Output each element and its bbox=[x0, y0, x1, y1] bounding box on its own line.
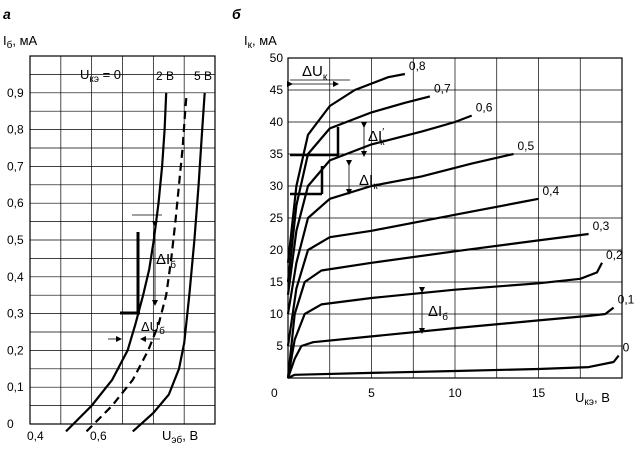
chart-b-series-labels: 0 0,1 0,2 0,3 0,4 0,5 0,6 0,7 0,8 bbox=[409, 59, 635, 355]
panel-label-a: а bbox=[3, 6, 11, 22]
chart-b-x-tick-label: 10 bbox=[448, 386, 462, 400]
chart-a-series bbox=[65, 92, 206, 433]
chart-a-y-tick-label: 0,4 bbox=[7, 270, 24, 284]
chart-a-y-tick-label: 0,6 bbox=[7, 196, 24, 210]
chart-b-delta-u-label: ΔUк bbox=[302, 63, 328, 83]
chart-a-y-tick-label: 0,1 bbox=[7, 380, 24, 394]
chart-a-ylabel: Iб, мА bbox=[3, 33, 38, 51]
chart-a-x-ticks: 0,4 0,6 bbox=[27, 429, 107, 443]
chart-b-x-tick-label: 15 bbox=[532, 386, 546, 400]
chart-a-x-tick-label: 0,4 bbox=[27, 429, 44, 443]
chart-b-y-tick-label: 50 bbox=[270, 51, 284, 65]
chart-b-y-ticks: 5 10 15 20 25 30 35 40 45 50 bbox=[270, 51, 284, 353]
chart-b-delta-construction bbox=[287, 79, 425, 334]
chart-b-series-line bbox=[286, 114, 473, 295]
chart-a-series-line bbox=[132, 92, 206, 433]
chart-b-series-label: 0,3 bbox=[593, 219, 610, 233]
chart-b-delta-ib-label: ΔIб bbox=[428, 303, 448, 323]
chart-b-y-tick-label: 45 bbox=[270, 83, 284, 97]
chart-b-delta-ik-prime-label: ΔI′ к bbox=[368, 127, 385, 148]
chart-b-y-tick-label: 15 bbox=[270, 275, 284, 289]
chart-b-series-line bbox=[286, 95, 431, 283]
chart-b-series-label: 0,2 bbox=[606, 248, 623, 262]
chart-a-y-tick-label: 0,7 bbox=[7, 159, 24, 173]
chart-b-series-line bbox=[286, 262, 603, 379]
chart-b-y-tick-label: 30 bbox=[270, 179, 284, 193]
chart-b-series bbox=[286, 72, 620, 379]
chart-b-ylabel: Iк, мА bbox=[244, 33, 277, 51]
chart-b-xlabel: Uкэ, В bbox=[575, 390, 610, 408]
chart-a-y-tick-label: 0,9 bbox=[7, 86, 24, 100]
chart-a-y-tick-label: 0 bbox=[7, 417, 14, 431]
chart-b-delta-ik-label: ΔIк bbox=[359, 172, 378, 192]
chart-b-x-ticks: 0 5 10 15 bbox=[271, 386, 545, 400]
chart-a-legend-v2: 5 В bbox=[194, 69, 212, 83]
chart-b-y-tick-label: 35 bbox=[270, 147, 284, 161]
chart-b-series-label: 0,5 bbox=[517, 139, 534, 153]
chart-b-x-tick-label: 5 bbox=[368, 386, 375, 400]
chart-b-y-tick-label: 20 bbox=[270, 243, 284, 257]
chart-b-grid bbox=[288, 58, 622, 378]
chart-b-series-line bbox=[287, 354, 620, 379]
chart-b-y-tick-label: 10 bbox=[270, 307, 284, 321]
chart-b-series-label: 0,1 bbox=[618, 293, 635, 307]
chart-a-y-tick-label: 0,8 bbox=[7, 123, 24, 137]
chart-b-series-line bbox=[286, 232, 589, 379]
chart-b-series-line bbox=[286, 306, 615, 379]
chart-a-y-tick-label: 0,3 bbox=[7, 307, 24, 321]
chart-b-series-label: 0,6 bbox=[476, 101, 493, 115]
chart-b-y-tick-label: 5 bbox=[276, 339, 283, 353]
chart-b-series-label: 0 bbox=[623, 341, 630, 355]
chart-a-delta-construction bbox=[108, 214, 162, 342]
chart-b-series-label: 0,7 bbox=[434, 81, 451, 95]
chart-a-series-line bbox=[65, 92, 168, 433]
panel-label-b: б bbox=[232, 6, 241, 22]
chart-a-y-tick-label: 0,2 bbox=[7, 343, 24, 357]
chart-a-series-line bbox=[85, 92, 188, 433]
chart-a-grid bbox=[30, 56, 215, 424]
chart-b-x-tick-label: 0 bbox=[271, 386, 278, 400]
chart-a-xlabel: Uэб, В bbox=[162, 428, 198, 446]
chart-a-delta-i-label: ΔIб bbox=[156, 251, 176, 271]
chart-b-plot-area: 5 10 15 20 25 30 35 40 45 50 0 5 10 15 bbox=[270, 51, 623, 400]
chart-b-y-tick-label: 40 bbox=[270, 115, 284, 129]
chart-a-legend-v1: 2 В bbox=[156, 69, 174, 83]
chart-a-plot-area: 0 0,1 0,2 0,3 0,4 0,5 0,6 0,7 0,8 0,9 0,4 0,6 bbox=[7, 55, 216, 443]
chart-b-series-line bbox=[286, 72, 406, 263]
chart-b-series-label: 0,8 bbox=[409, 59, 426, 73]
chart-a-legend-title: Uкэ = 0 bbox=[80, 67, 121, 85]
chart-b-series-label: 0,4 bbox=[543, 184, 560, 198]
chart-a-delta-u-label: ΔUб bbox=[141, 319, 165, 337]
chart-a-y-tick-label: 0,5 bbox=[7, 233, 24, 247]
chart-a-x-tick-label: 0,6 bbox=[90, 429, 107, 443]
chart-b-series-line bbox=[286, 197, 539, 347]
chart-b-y-tick-label: 25 bbox=[270, 211, 284, 225]
chart-a-y-ticks: 0 0,1 0,2 0,3 0,4 0,5 0,6 0,7 0,8 0,9 bbox=[7, 86, 24, 431]
